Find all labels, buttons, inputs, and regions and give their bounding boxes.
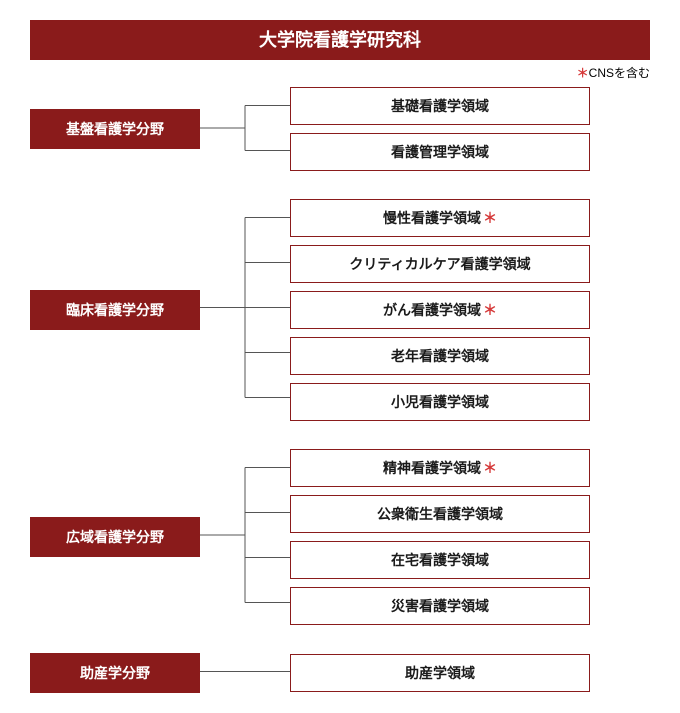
area-box: がん看護学領域＊ [290,291,590,329]
field-group: 臨床看護学分野慢性看護学領域＊クリティカルケア看護学領域がん看護学領域＊老年看護… [30,199,650,421]
field-group: 基盤看護学分野 基礎看護学領域看護管理学領域 [30,87,650,171]
page-title: 大学院看護学研究科 [30,20,650,60]
area-box: 基礎看護学領域 [290,87,590,125]
area-label: 在宅看護学領域 [391,552,489,568]
field-box: 基盤看護学分野 [30,109,200,149]
area-list: 慢性看護学領域＊クリティカルケア看護学領域がん看護学領域＊老年看護学領域小児看護… [290,199,590,421]
area-label: 慢性看護学領域 [383,210,481,226]
area-box: 小児看護学領域 [290,383,590,421]
area-label: 公衆衛生看護学領域 [377,506,503,522]
asterisk-icon: ＊ [483,302,497,318]
area-list: 助産学領域 [290,654,590,692]
area-box: クリティカルケア看護学領域 [290,245,590,283]
connector [200,87,290,169]
area-label: 助産学領域 [405,665,475,681]
field-box: 広域看護学分野 [30,517,200,557]
connector [200,449,290,621]
area-label: 精神看護学領域 [383,460,481,476]
area-label: 老年看護学領域 [391,348,489,364]
area-label: 災害看護学領域 [391,598,489,614]
area-box: 慢性看護学領域＊ [290,199,590,237]
asterisk-icon: ＊ [483,210,497,226]
field-group: 広域看護学分野 精神看護学領域＊ 公衆衛生看護学領域在宅看護学領域災害看護学領域 [30,449,650,625]
area-box: 精神看護学領域＊ [290,449,590,487]
field-group: 助産学分野 助産学領域 [30,653,650,693]
area-box: 老年看護学領域 [290,337,590,375]
area-box: 在宅看護学領域 [290,541,590,579]
asterisk-icon: ＊ [483,460,497,476]
area-label: 看護管理学領域 [391,144,489,160]
area-label: クリティカルケア看護学領域 [349,256,530,272]
connector [200,653,290,690]
area-box: 公衆衛生看護学領域 [290,495,590,533]
field-box: 臨床看護学分野 [30,290,200,330]
area-box: 災害看護学領域 [290,587,590,625]
area-box: 助産学領域 [290,654,590,692]
field-box: 助産学分野 [30,653,200,693]
legend-text: CNSを含む [589,66,650,80]
area-label: 基礎看護学領域 [391,98,489,114]
area-label: がん看護学領域 [383,302,481,318]
area-list: 精神看護学領域＊ 公衆衛生看護学領域在宅看護学領域災害看護学領域 [290,449,590,625]
connector [200,199,290,416]
legend-note: ＊CNSを含む [30,64,650,81]
org-tree: 基盤看護学分野基礎看護学領域看護管理学領域臨床看護学分野慢性看護学領域＊クリティ… [30,87,650,693]
area-box: 看護管理学領域 [290,133,590,171]
area-label: 小児看護学領域 [391,394,489,410]
asterisk-icon: ＊ [577,66,589,80]
area-list: 基礎看護学領域看護管理学領域 [290,87,590,171]
